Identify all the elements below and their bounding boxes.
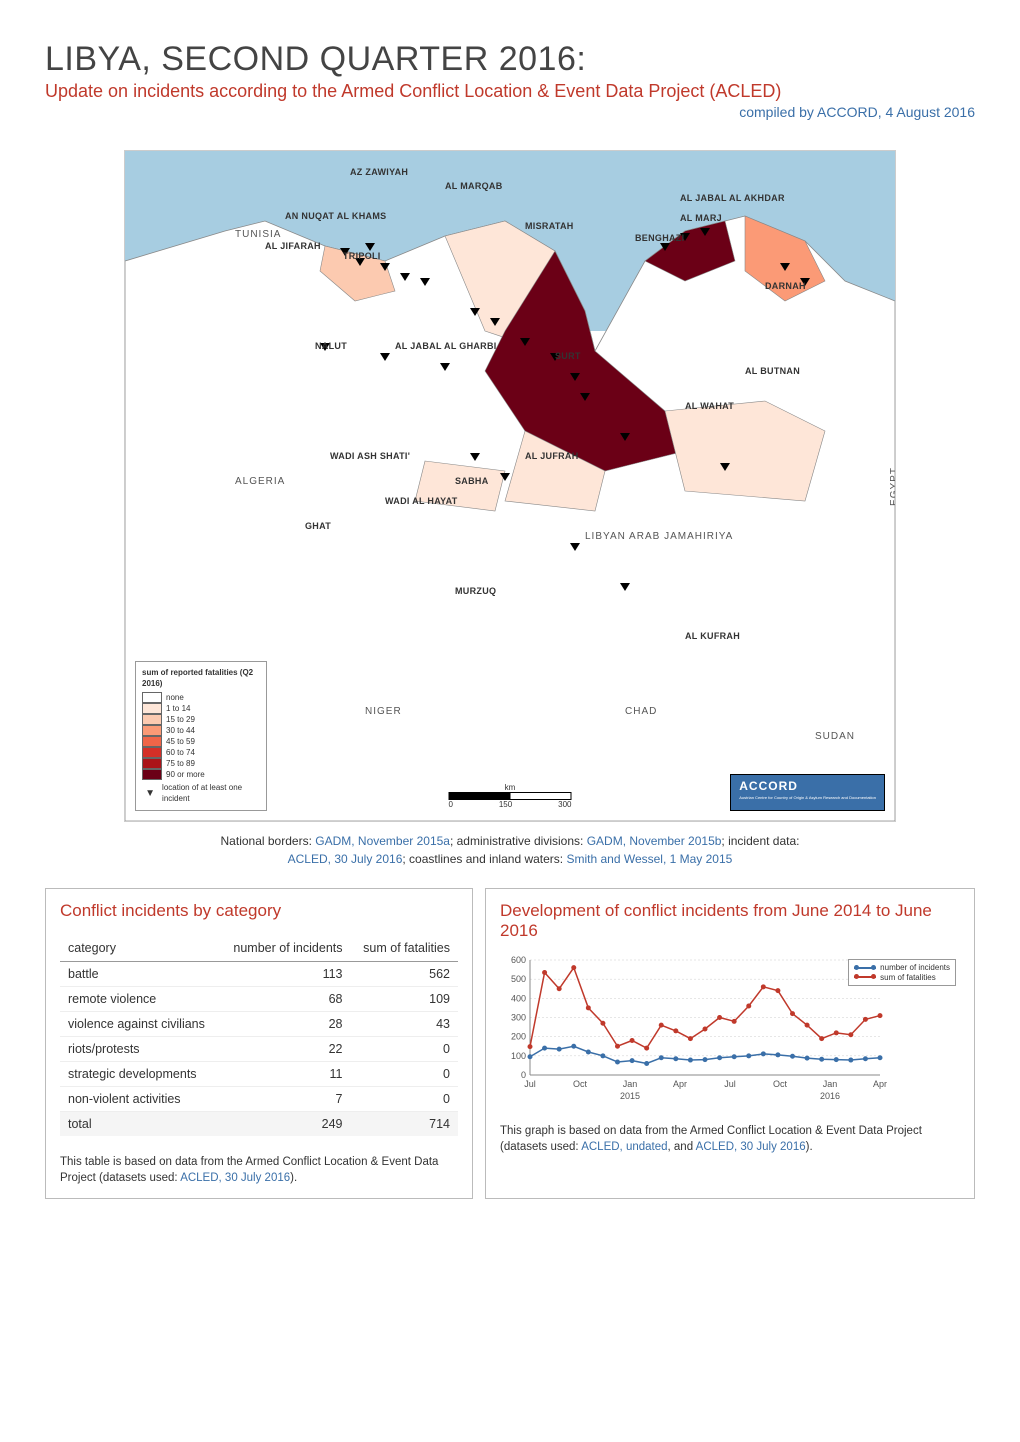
country-label: EGYPT [889,467,896,506]
table-row: violence against civilians2843 [60,1012,458,1037]
region-label: AL WAHAT [685,401,734,411]
table-header: number of incidents [220,935,351,962]
region-label: MISRATAH [525,221,574,231]
legend-row: 30 to 44 [142,725,260,736]
map-caption: National borders: GADM, November 2015a; … [200,832,820,868]
svg-text:Jan: Jan [623,1079,638,1089]
svg-text:600: 600 [511,955,526,965]
svg-text:Jul: Jul [524,1079,536,1089]
scale-tick: 300 [558,800,571,809]
table-total-row: total249714 [60,1112,458,1137]
chart-panel-title: Development of conflict incidents from J… [500,901,960,941]
region-label: AZ ZAWIYAH [350,167,408,177]
svg-text:300: 300 [511,1013,526,1023]
region-label: BENGHAZI [635,233,684,243]
region-label: AL BUTNAN [745,366,800,376]
svg-text:400: 400 [511,993,526,1003]
legend-row: 15 to 29 [142,714,260,725]
legend-row: none [142,692,260,703]
legend-row: 60 to 74 [142,747,260,758]
chart-legend-item: sum of fatalities [854,973,950,983]
country-label: NIGER [365,706,402,717]
region-label: SURT [555,351,581,361]
compiled-by: compiled by ACCORD, 4 August 2016 [45,104,975,120]
region-label: DARNAH [765,281,806,291]
region-label: WADI AL HAYAT [385,496,458,506]
chart-note: This graph is based on data from the Arm… [500,1123,960,1155]
table-row: strategic developments110 [60,1062,458,1087]
svg-text:200: 200 [511,1032,526,1042]
incidents-table: categorynumber of incidentssum of fatali… [60,935,458,1136]
svg-text:Jan: Jan [823,1079,838,1089]
svg-text:Oct: Oct [773,1079,788,1089]
svg-text:2016: 2016 [820,1091,840,1101]
region-label: AL JUFRAH [525,451,579,461]
region-label: GHAT [305,521,331,531]
map-legend: sum of reported fatalities (Q2 2016) non… [135,661,267,811]
marker-icon: ▼ [142,787,158,800]
legend-row: 1 to 14 [142,703,260,714]
table-row: remote violence68109 [60,987,458,1012]
table-row: riots/protests220 [60,1037,458,1062]
country-label: ALGERIA [235,476,285,487]
chart-legend-item: number of incidents [854,963,950,973]
scale-tick: 0 [449,800,453,809]
country-label: CHAD [625,706,657,717]
scale-tick: 150 [499,800,512,809]
region-label: AL MARJ [680,213,722,223]
legend-row: 75 to 89 [142,758,260,769]
line-chart: 0100200300400500600JulOctJanAprJulOctJan… [500,955,960,1105]
legend-marker-label: location of at least one incident [162,783,260,804]
region-label: AL JABAL AL AKHDAR [680,193,785,203]
svg-text:100: 100 [511,1051,526,1061]
svg-text:Jul: Jul [724,1079,736,1089]
page-title: LIBYA, SECOND QUARTER 2016: [45,40,975,79]
region-label: TRIPOLI [343,251,381,261]
region-label: AL KUFRAH [685,631,740,641]
chart-panel: Development of conflict incidents from J… [485,888,975,1199]
region-label: AN NUQAT AL KHAMS [285,211,386,221]
svg-text:500: 500 [511,974,526,984]
legend-row: 45 to 59 [142,736,260,747]
table-row: non-violent activities70 [60,1087,458,1112]
svg-text:Oct: Oct [573,1079,588,1089]
scale-bar: km 0 150 300 [449,783,572,809]
legend-row: 90 or more [142,769,260,780]
country-label: TUNISIA [235,229,281,240]
svg-text:Apr: Apr [673,1079,687,1089]
region-label: WADI ASH SHATI' [330,451,410,461]
scale-label: km [449,783,572,792]
chart-legend: number of incidentssum of fatalities [848,959,956,986]
region-label: AL JABAL AL GHARBI [395,341,497,351]
table-panel-title: Conflict incidents by category [60,901,458,921]
region-label: MURZUQ [455,586,496,596]
page-subtitle: Update on incidents according to the Arm… [45,81,975,102]
accord-logo: ACCORD Austrian Centre for Country of Or… [730,774,885,811]
map-container: sum of reported fatalities (Q2 2016) non… [124,150,896,822]
region-label: SABHA [455,476,489,486]
region-label: AL MARQAB [445,181,503,191]
table-row: battle113562 [60,962,458,987]
country-label: LIBYAN ARAB JAMAHIRIYA [585,531,733,542]
country-label: SUDAN [815,731,855,742]
table-header: sum of fatalities [351,935,459,962]
region-label: NALUT [315,341,347,351]
table-panel: Conflict incidents by category categoryn… [45,888,473,1199]
region-label: AL JIFARAH [265,241,321,251]
table-header: category [60,935,220,962]
svg-text:Apr: Apr [873,1079,887,1089]
table-note: This table is based on data from the Arm… [60,1154,458,1186]
legend-title: sum of reported fatalities (Q2 2016) [142,668,260,689]
svg-text:2015: 2015 [620,1091,640,1101]
